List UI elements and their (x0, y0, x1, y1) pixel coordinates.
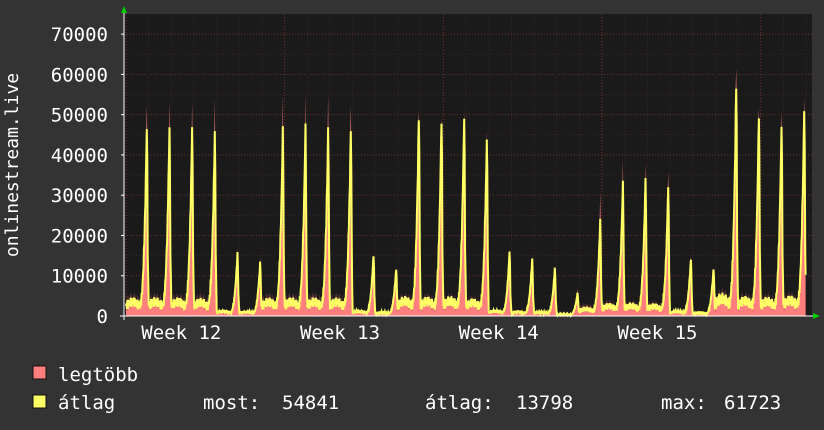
stat-average-label: átlag: (425, 392, 494, 414)
grid (124, 14, 812, 316)
x-tick-label: Week 13 (300, 322, 380, 344)
y-tick-label: 10000 (51, 266, 108, 288)
x-tick-label: Week 15 (617, 322, 697, 344)
stat-average-value: 13798 (516, 392, 573, 414)
y-tick-label: 30000 (51, 185, 108, 207)
x-axis-arrow (813, 313, 820, 319)
x-tick-label: Week 14 (459, 322, 539, 344)
y-axis-label: onlinestream.live (2, 73, 23, 257)
stat-current-label: most: (203, 392, 260, 414)
y-tick-label: 0 (97, 306, 108, 328)
legend-label-max: legtöbb (58, 364, 138, 386)
plot-area (124, 14, 812, 316)
y-tick-label: 60000 (51, 64, 108, 86)
x-tick-label: Week 12 (141, 322, 221, 344)
x-tick-labels: Week 12 Week 13 Week 14 Week 15 (141, 322, 697, 344)
axes (120, 6, 820, 320)
legend-swatch-avg (32, 394, 47, 409)
y-tick-label: 70000 (51, 24, 108, 46)
legend-swatch-max (32, 365, 47, 380)
stat-current-value: 54841 (282, 392, 339, 414)
series-avg (125, 88, 807, 318)
y-tick-label: 50000 (51, 105, 108, 127)
y-tick-label: 20000 (51, 225, 108, 247)
y-tick-label: 40000 (51, 145, 108, 167)
series-avg-line (125, 88, 807, 318)
y-axis-arrow (121, 6, 127, 13)
stat-maximum-value: 61723 (724, 392, 781, 414)
stat-maximum-label: max: (661, 392, 707, 414)
legend-label-avg: átlag (58, 392, 115, 414)
y-tick-labels: 0 10000 20000 30000 40000 50000 60000 70000 (51, 24, 124, 328)
legend: legtöbb átlag most: 54841 átlag: 13798 m… (32, 364, 781, 414)
